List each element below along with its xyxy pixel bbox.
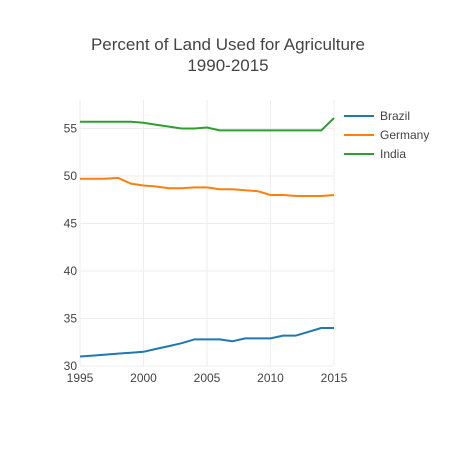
- legend-swatch-icon: [344, 133, 374, 136]
- legend-item-india[interactable]: India: [344, 144, 444, 163]
- x-tick-label: 2005: [194, 371, 221, 385]
- y-tick-label: 50: [64, 169, 78, 183]
- legend-item-germany[interactable]: Germany: [344, 125, 444, 144]
- legend-item-brazil[interactable]: Brazil: [344, 106, 444, 125]
- legend-label: India: [380, 146, 407, 161]
- series-line-india: [80, 117, 335, 132]
- legend-label: Germany: [380, 127, 430, 142]
- y-tick-label: 30: [64, 359, 78, 373]
- x-tick-label: 2015: [321, 371, 348, 385]
- legend: Brazil Germany India: [344, 106, 444, 163]
- y-tick-label: 40: [64, 264, 78, 278]
- x-tick-label: 1995: [67, 371, 94, 385]
- chart-title-line-2: 1990-2015: [187, 56, 269, 75]
- x-tick-label: 2000: [130, 371, 157, 385]
- series-layer: [79, 117, 335, 358]
- x-tick-label: 2010: [257, 371, 284, 385]
- chart-title: Percent of Land Used for Agriculture 199…: [0, 34, 450, 76]
- y-tick-label: 35: [64, 312, 78, 326]
- grid-layer: [79, 100, 335, 367]
- chart-title-line-1: Percent of Land Used for Agriculture: [90, 35, 366, 54]
- y-tick-label: 45: [64, 217, 78, 231]
- tick-layer: 1995 2000 2005 2010 2015 30 35 40 45 50 55: [64, 122, 348, 386]
- legend-swatch-icon: [344, 114, 374, 117]
- series-line-germany: [80, 176, 335, 197]
- legend-label: Brazil: [380, 108, 411, 123]
- series-line-brazil: [79, 327, 334, 358]
- legend-swatch-icon: [344, 152, 374, 155]
- y-tick-label: 55: [64, 122, 78, 136]
